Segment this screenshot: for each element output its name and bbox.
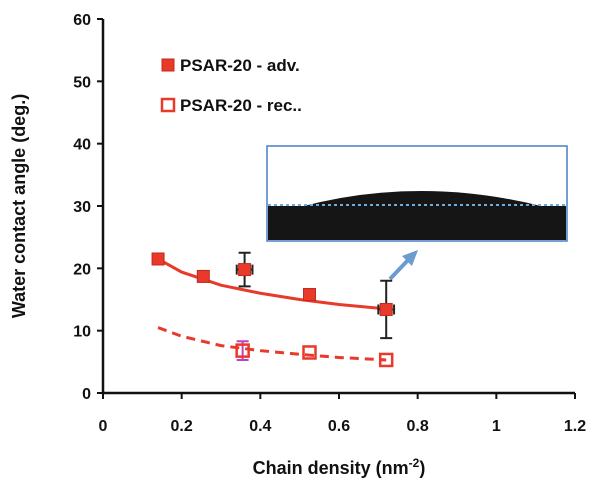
y-axis-label: Water contact angle (deg.) — [9, 94, 29, 318]
x-axis-label: Chain density (nm-2) — [253, 456, 426, 478]
y-tick-label: 60 — [73, 12, 91, 29]
marker — [196, 269, 210, 283]
marker — [151, 252, 165, 266]
x-axis-label-text: Chain density (nm — [253, 458, 409, 478]
inset-substrate — [268, 206, 566, 240]
x-tick-label: 0.4 — [249, 418, 271, 435]
y-tick-label: 30 — [73, 199, 91, 216]
marker — [379, 302, 393, 316]
y-tick-label: 20 — [73, 261, 91, 278]
fit-line — [157, 326, 387, 362]
legend-marker — [161, 58, 175, 72]
marker — [378, 352, 394, 368]
y-tick-label: 50 — [73, 74, 91, 91]
legend-marker — [160, 97, 176, 113]
marker — [238, 263, 252, 277]
y-tick-label: 40 — [73, 137, 91, 154]
inset-photo — [266, 145, 568, 242]
arrow-head — [402, 250, 418, 266]
legend-label: PSAR-20 - rec.. — [180, 96, 302, 115]
x-tick-label: 0.2 — [171, 418, 193, 435]
x-tick-label: 0 — [99, 418, 108, 435]
y-tick-label: 10 — [73, 324, 91, 341]
x-tick-label: 0.6 — [328, 418, 350, 435]
x-axis-label-sup: -2 — [409, 456, 420, 470]
marker — [235, 343, 250, 358]
y-tick-label: 0 — [82, 386, 91, 403]
x-tick-label: 1 — [492, 418, 501, 435]
inset-droplet — [300, 191, 545, 207]
x-tick-label: 0.8 — [407, 418, 429, 435]
fit-line — [157, 257, 387, 311]
x-tick-label: 1.2 — [564, 418, 586, 435]
x-axis-label-tail: ) — [419, 458, 425, 478]
legend-label: PSAR-20 - adv. — [180, 56, 300, 75]
marker — [302, 345, 317, 360]
marker — [303, 288, 316, 302]
arrow — [388, 256, 412, 281]
